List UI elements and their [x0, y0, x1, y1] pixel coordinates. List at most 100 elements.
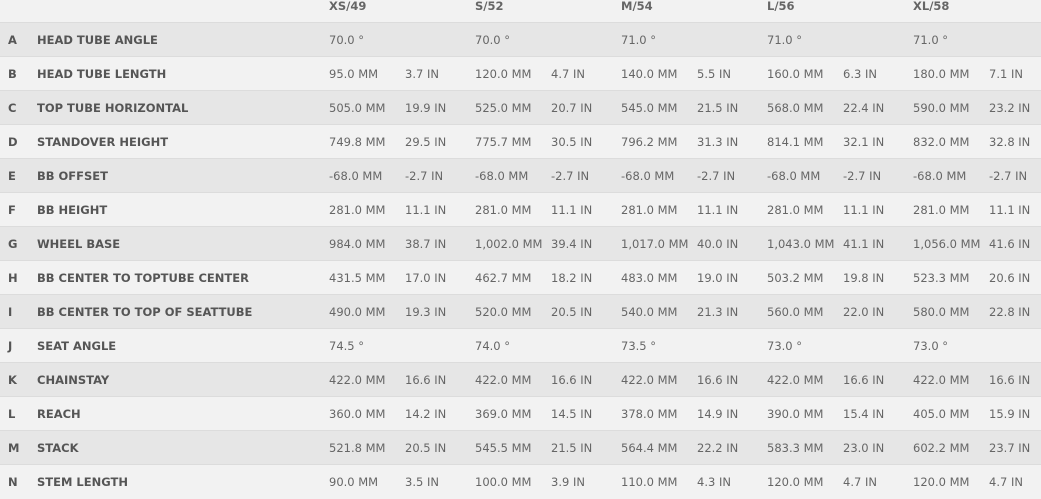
value-in — [397, 329, 467, 363]
row-letter: F — [8, 202, 16, 217]
value-in: 30.5 IN — [551, 134, 593, 149]
value-mm: 775.7 MM — [475, 134, 532, 149]
value-in: 41.6 IN — [989, 236, 1031, 251]
value-mm: 160.0 MM — [767, 66, 824, 81]
value-in: 23.0 IN — [843, 440, 885, 455]
value-mm: 503.2 MM — [767, 270, 824, 285]
value-mm: 281.0 MM — [767, 202, 824, 217]
value-mm: 525.0 MM — [475, 100, 532, 115]
value-in — [543, 329, 613, 363]
value-mm: 281.0 MM — [913, 202, 970, 217]
table-row: J SEAT ANGLE 74.5 ° 74.0 ° 73.5 ° 73.0 ° 73.0 … — [0, 328, 1041, 363]
value-in: 21.5 IN — [697, 100, 739, 115]
value-in: 20.5 IN — [405, 440, 447, 455]
value-in: 22.2 IN — [697, 440, 739, 455]
value-mm: 749.8 MM — [329, 134, 386, 149]
value-mm: 540.0 MM — [621, 304, 678, 319]
value-mm: 73.0 ° — [767, 338, 803, 353]
value-in: 15.9 IN — [989, 406, 1031, 421]
value-mm: -68.0 MM — [329, 168, 383, 183]
value-mm: 564.4 MM — [621, 440, 678, 455]
value-mm: 360.0 MM — [329, 406, 386, 421]
value-mm: 281.0 MM — [475, 202, 532, 217]
row-letter: E — [8, 168, 16, 183]
value-in: 11.1 IN — [843, 202, 885, 217]
value-mm: 1,043.0 MM — [767, 236, 835, 251]
value-mm: 74.0 ° — [475, 338, 511, 353]
value-in — [835, 23, 905, 57]
value-in: 16.6 IN — [551, 372, 593, 387]
value-in — [835, 329, 905, 363]
value-in: 22.4 IN — [843, 100, 885, 115]
value-mm: 568.0 MM — [767, 100, 824, 115]
value-in: 38.7 IN — [405, 236, 447, 251]
value-mm: 545.5 MM — [475, 440, 532, 455]
value-mm: 560.0 MM — [767, 304, 824, 319]
value-in: 16.6 IN — [989, 372, 1031, 387]
value-in: 11.1 IN — [405, 202, 447, 217]
row-label: HEAD TUBE LENGTH — [37, 66, 167, 81]
value-mm: 281.0 MM — [621, 202, 678, 217]
value-mm: 490.0 MM — [329, 304, 386, 319]
row-label: TOP TUBE HORIZONTAL — [37, 100, 189, 115]
value-in: 16.6 IN — [843, 372, 885, 387]
value-in: 19.0 IN — [697, 270, 739, 285]
value-in: 20.5 IN — [551, 304, 593, 319]
value-mm: 120.0 MM — [475, 66, 532, 81]
value-mm: 71.0 ° — [621, 32, 657, 47]
value-mm: 521.8 MM — [329, 440, 386, 455]
value-in: 22.0 IN — [843, 304, 885, 319]
row-label: REACH — [37, 406, 81, 421]
value-mm: 100.0 MM — [475, 474, 532, 489]
value-mm: 281.0 MM — [329, 202, 386, 217]
table-row: M STACK 521.8 MM 20.5 IN 545.5 MM 21.5 IN 564.… — [0, 430, 1041, 465]
value-in: 15.4 IN — [843, 406, 885, 421]
value-in: 32.8 IN — [989, 134, 1031, 149]
value-in: 21.5 IN — [551, 440, 593, 455]
value-mm: -68.0 MM — [767, 168, 821, 183]
row-letter: I — [8, 304, 13, 319]
value-in — [689, 23, 759, 57]
table-row: F BB HEIGHT 281.0 MM 11.1 IN 281.0 MM 11.1 IN… — [0, 192, 1041, 227]
value-in: 4.3 IN — [697, 474, 731, 489]
row-letter: G — [8, 236, 18, 251]
value-mm: 120.0 MM — [913, 474, 970, 489]
row-label: HEAD TUBE ANGLE — [37, 32, 158, 47]
value-in: 14.5 IN — [551, 406, 593, 421]
value-in: 16.6 IN — [405, 372, 447, 387]
value-in — [397, 23, 467, 57]
table-row: L REACH 360.0 MM 14.2 IN 369.0 MM 14.5 IN 378.… — [0, 396, 1041, 431]
value-in: 23.7 IN — [989, 440, 1031, 455]
value-in: 18.2 IN — [551, 270, 593, 285]
value-in: -2.7 IN — [551, 168, 590, 183]
value-mm: 405.0 MM — [913, 406, 970, 421]
value-in: 14.2 IN — [405, 406, 447, 421]
size-header: XS/49 — [329, 0, 367, 13]
value-mm: 90.0 MM — [329, 474, 379, 489]
value-in: 3.9 IN — [551, 474, 585, 489]
value-mm: 110.0 MM — [621, 474, 678, 489]
value-mm: 984.0 MM — [329, 236, 386, 251]
value-mm: 422.0 MM — [475, 372, 532, 387]
value-in: -2.7 IN — [405, 168, 444, 183]
table-row: K CHAINSTAY 422.0 MM 16.6 IN 422.0 MM 16.6 IN… — [0, 362, 1041, 397]
table-row: C TOP TUBE HORIZONTAL 505.0 MM 19.9 IN 525.0… — [0, 90, 1041, 125]
row-label: BB OFFSET — [37, 168, 109, 183]
table-row: D STANDOVER HEIGHT 749.8 MM 29.5 IN 775.7 MM… — [0, 124, 1041, 159]
value-mm: 422.0 MM — [913, 372, 970, 387]
value-in: -2.7 IN — [697, 168, 736, 183]
value-in: 23.2 IN — [989, 100, 1031, 115]
value-mm: 140.0 MM — [621, 66, 678, 81]
value-mm: 369.0 MM — [475, 406, 532, 421]
row-letter: H — [8, 270, 18, 285]
value-mm: 583.3 MM — [767, 440, 824, 455]
value-in: 19.9 IN — [405, 100, 447, 115]
value-in — [981, 23, 1041, 57]
value-mm: 422.0 MM — [329, 372, 386, 387]
table-row: B HEAD TUBE LENGTH 95.0 MM 3.7 IN 120.0 MM 4.… — [0, 56, 1041, 91]
value-mm: 73.0 ° — [913, 338, 949, 353]
value-in: 19.3 IN — [405, 304, 447, 319]
value-in: 31.3 IN — [697, 134, 739, 149]
table-row: I BB CENTER TO TOP OF SEATTUBE 490.0 MM 19.… — [0, 294, 1041, 329]
value-in: 5.5 IN — [697, 66, 731, 81]
